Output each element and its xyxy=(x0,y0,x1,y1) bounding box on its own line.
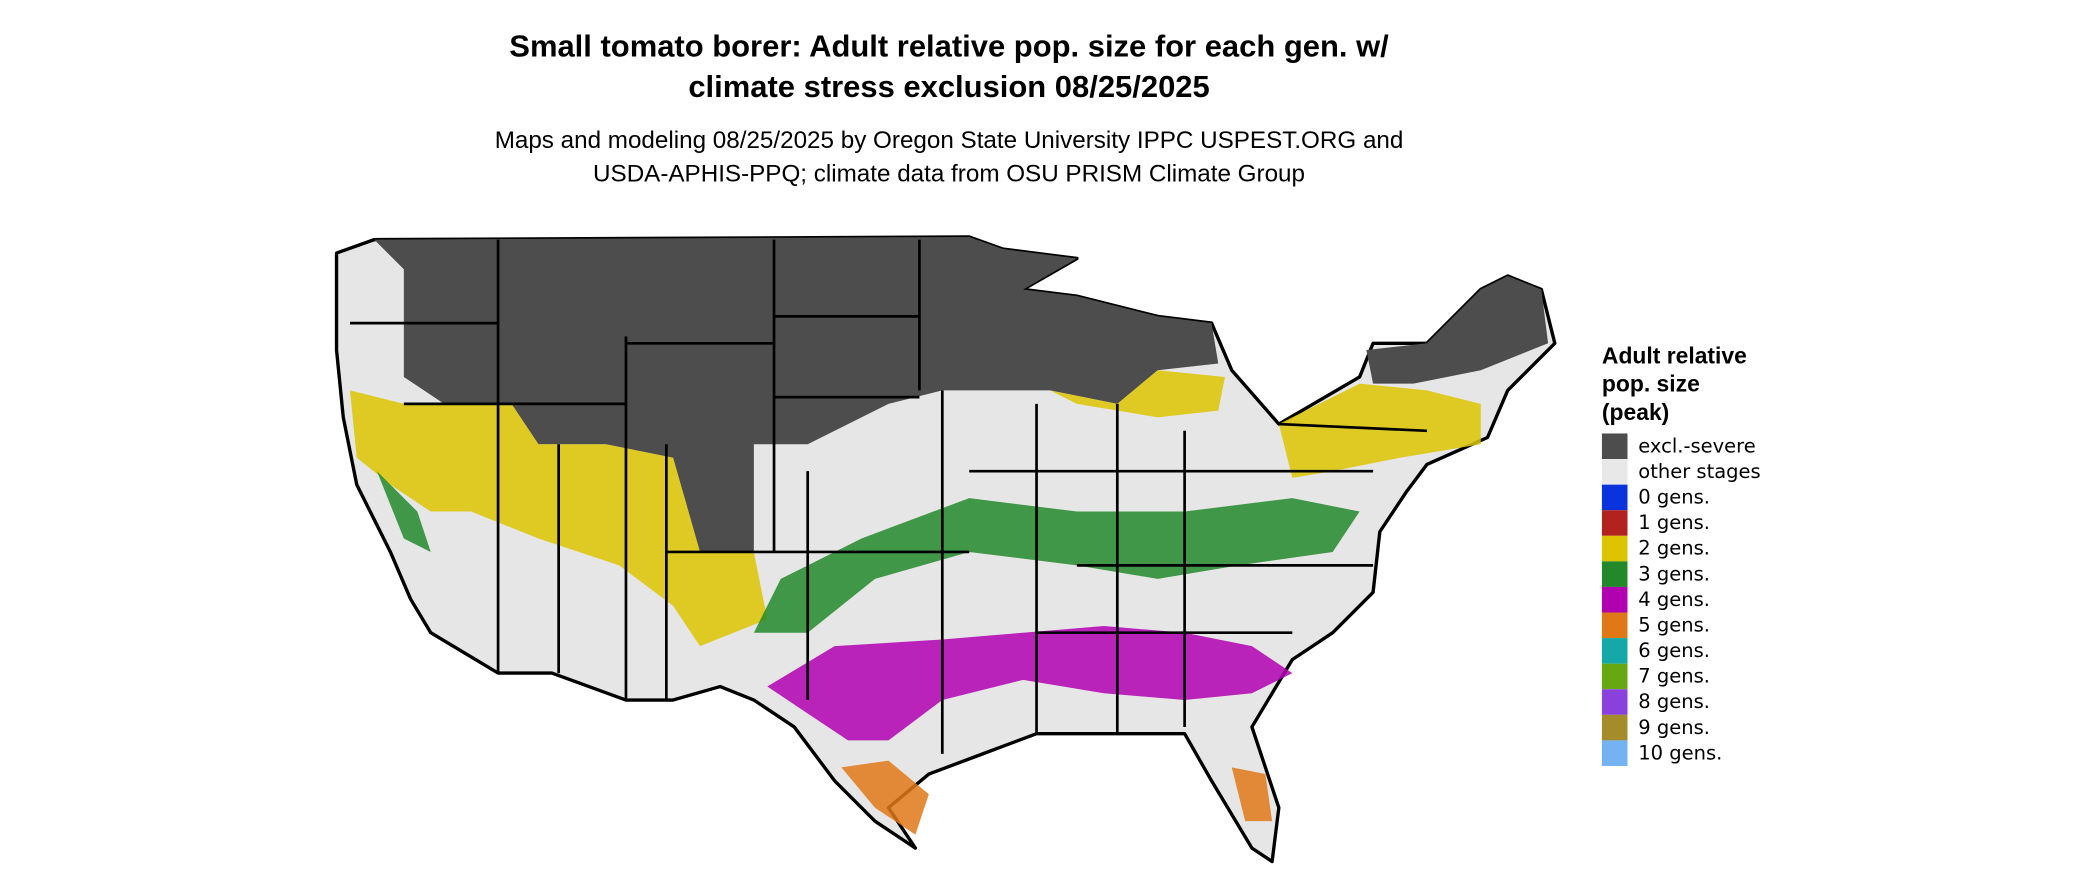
legend-label: 8 gens. xyxy=(1638,690,1710,713)
legend-label: 0 gens. xyxy=(1638,486,1710,509)
legend-label: 3 gens. xyxy=(1638,562,1710,585)
legend-label: 2 gens. xyxy=(1638,537,1710,560)
subtitle-line: USDA-APHIS-PPQ; climate data from OSU PR… xyxy=(593,161,1305,188)
legend: Adult relative pop. size(peak) excl.-sever… xyxy=(1601,342,1761,766)
us-map xyxy=(334,235,1557,864)
legend-swatch xyxy=(1601,740,1628,766)
four-gen-band xyxy=(767,625,1293,741)
legend-label: 7 gens. xyxy=(1638,665,1710,688)
title-line: climate stress exclusion 08/25/2025 xyxy=(688,69,1209,104)
legend-swatch xyxy=(1601,510,1628,536)
legend-swatch xyxy=(1601,714,1628,741)
legend-label: 1 gens. xyxy=(1638,511,1710,534)
state-borders xyxy=(350,239,1427,754)
legend-label: 9 gens. xyxy=(1638,716,1710,739)
legend-label: 4 gens. xyxy=(1638,588,1710,611)
legend-swatch xyxy=(1601,561,1628,587)
legend-swatch xyxy=(1601,586,1628,613)
legend-swatch xyxy=(1601,459,1628,485)
legend-title: pop. size xyxy=(1602,371,1700,397)
legend-swatch xyxy=(1601,612,1628,639)
excluded-region xyxy=(374,236,1219,552)
legend-swatch xyxy=(1601,484,1628,511)
legend-swatch xyxy=(1601,689,1628,715)
legend-label: excl.-severe xyxy=(1638,434,1756,457)
legend-label: 5 gens. xyxy=(1638,613,1710,636)
legend-label: 10 gens. xyxy=(1638,741,1722,764)
legend-label: other stages xyxy=(1638,460,1760,483)
legend-swatch xyxy=(1601,663,1628,690)
legend-swatch xyxy=(1601,535,1628,562)
legend-swatch xyxy=(1601,638,1628,664)
legend-title: Adult relative xyxy=(1602,342,1747,368)
excluded-region xyxy=(1366,275,1549,384)
subtitle-line: Maps and modeling 08/25/2025 by Oregon S… xyxy=(495,127,1404,154)
legend-title: (peak) xyxy=(1602,399,1669,425)
title-line: Small tomato borer: Adult relative pop. … xyxy=(509,29,1389,64)
legend-swatch xyxy=(1601,433,1628,460)
two-gen-band xyxy=(1050,370,1481,478)
five-gen-band xyxy=(841,760,1273,835)
legend-label: 6 gens. xyxy=(1638,639,1710,662)
